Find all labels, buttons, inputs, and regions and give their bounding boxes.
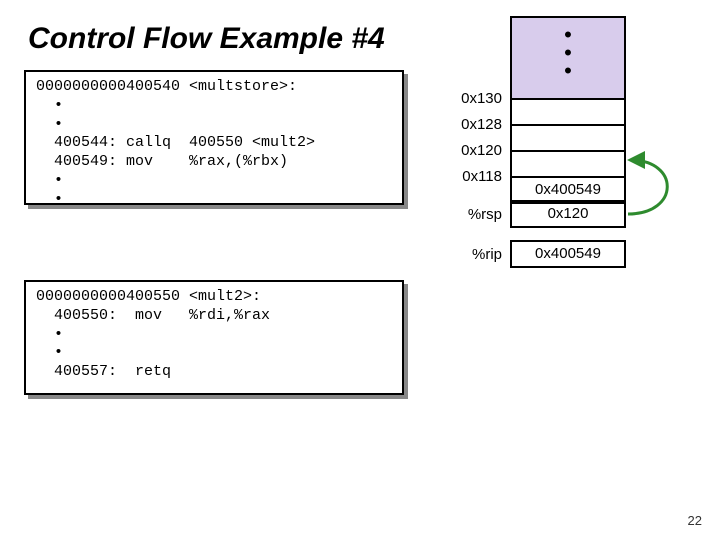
page-number: 22: [688, 513, 702, 528]
rip-value-box: 0x400549: [510, 240, 626, 268]
addr-label-118: 0x118: [442, 168, 502, 185]
code-block-multstore: 0000000000400540 <multstore>: • • 400544…: [24, 70, 404, 205]
rsp-value-box: 0x120: [510, 200, 626, 228]
addr-label-120: 0x120: [442, 142, 502, 159]
rip-label: %rip: [442, 246, 502, 263]
ellipsis-dot: •: [512, 62, 624, 80]
rsp-label: %rsp: [442, 206, 502, 223]
code-block-mult2: 0000000000400550 <mult2>: 400550: mov %r…: [24, 280, 404, 395]
stack-free-region: • • •: [510, 16, 626, 100]
stack-cell-120: [510, 150, 626, 178]
page-title: Control Flow Example #4: [28, 22, 385, 56]
stack-cell-130: [510, 98, 626, 126]
stack-diagram: • • • 0x400549: [510, 16, 626, 204]
stack-cell-128: [510, 124, 626, 152]
addr-label-128: 0x128: [442, 116, 502, 133]
addr-label-130: 0x130: [442, 90, 502, 107]
